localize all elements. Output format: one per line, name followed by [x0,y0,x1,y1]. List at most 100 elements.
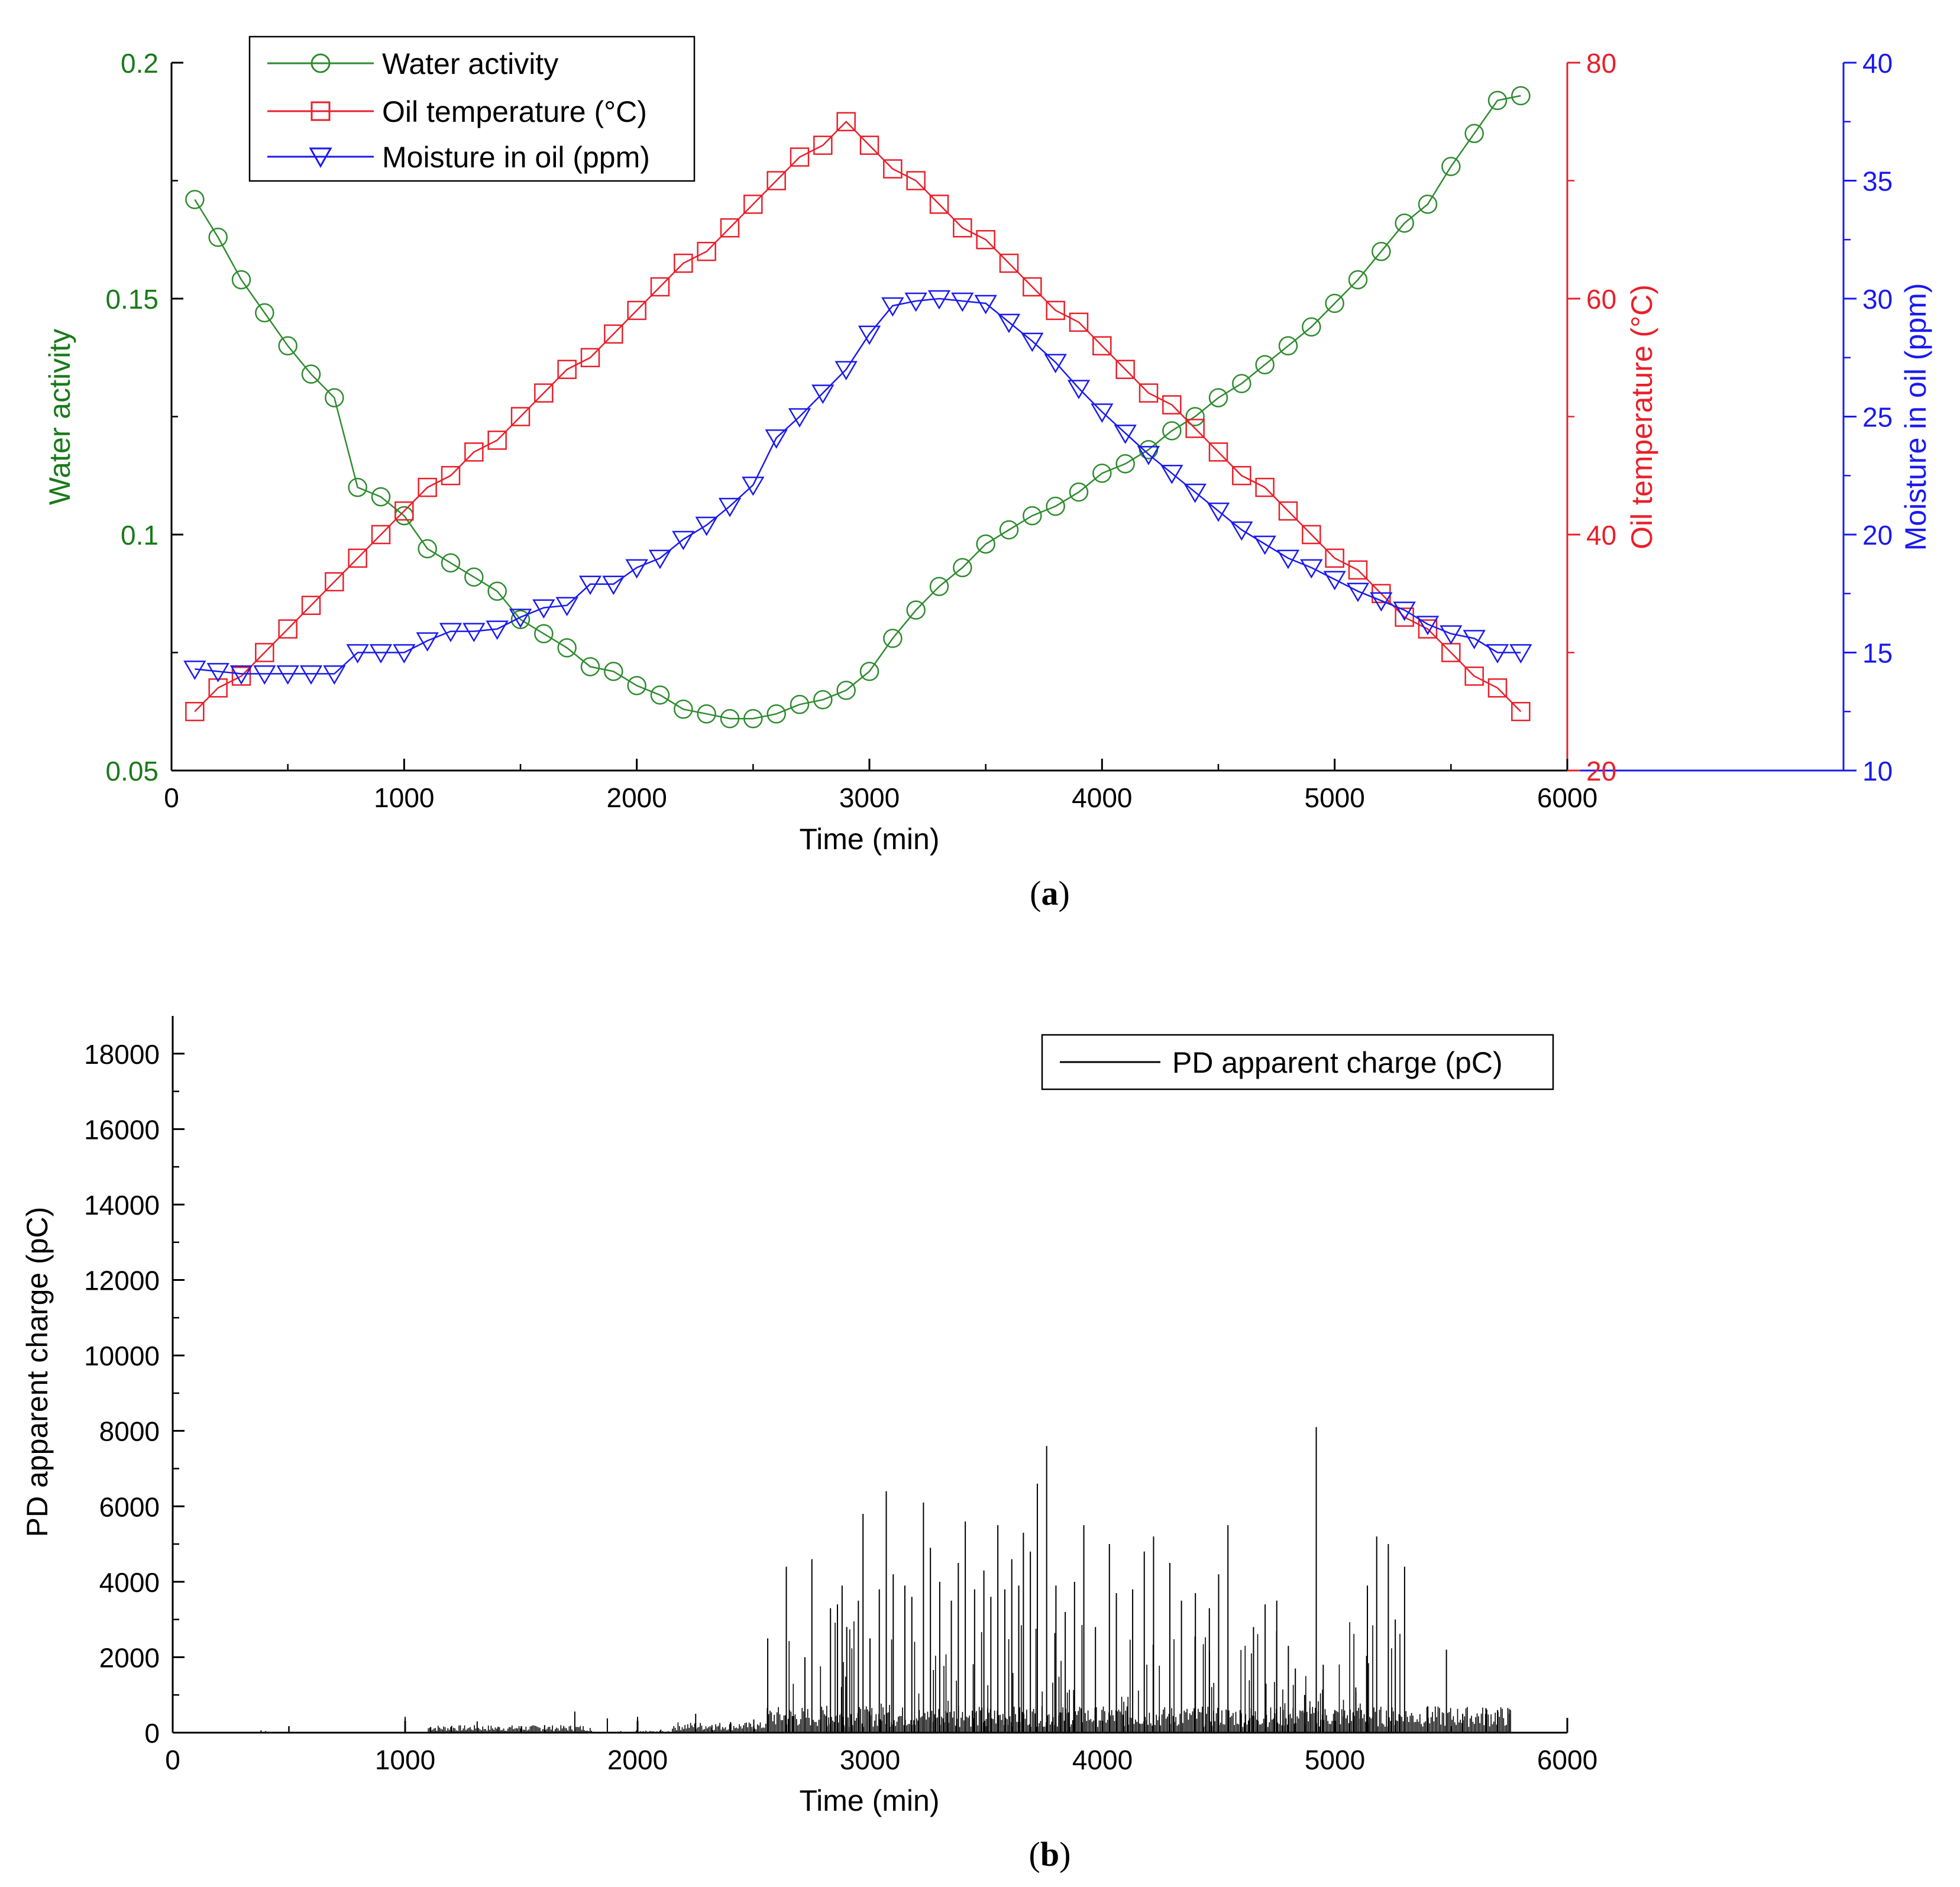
a-point-triangle [346,644,369,663]
a-legend-marker-triangle [309,147,332,169]
a-xtick-label: 0 [164,782,179,813]
a-point-triangle [1183,483,1207,503]
a-point-triangle [206,663,229,682]
a-point-triangle [369,644,393,663]
b-legend: PD apparent charge (pC) [1041,1034,1554,1090]
a-xtick-label: 6000 [1537,782,1597,813]
a-point-triangle [183,661,206,680]
a-point-square [1185,419,1205,438]
a-point-triangle [1416,616,1440,636]
a-point-circle [1255,355,1275,374]
a-point-circle [906,600,926,620]
a-point-circle [371,487,391,507]
a-point-triangle [1230,521,1253,541]
a-point-triangle [555,597,578,617]
a-right1-tick-label: 80 [1586,48,1616,79]
a-point-square [418,477,437,497]
a-point-square [1046,300,1065,321]
a-right1-tick-label: 60 [1586,284,1616,315]
a-right2-tick-label: 20 [1862,520,1893,551]
a-point-circle [720,708,740,729]
a-point-triangle [1044,354,1067,374]
b-ytick-label: 4000 [99,1567,160,1598]
a-point-circle [627,676,646,695]
a-point-square [859,135,879,155]
a-point-triangle [951,292,974,312]
a-point-triangle [765,429,788,449]
a-point-circle [534,624,554,643]
b-xtick-label: 2000 [607,1744,668,1775]
a-point-circle [976,534,995,554]
a-point-triangle [811,384,835,404]
a-point-triangle [1440,625,1463,645]
a-point-square [1464,666,1484,686]
a-point-triangle [835,361,858,381]
a-point-circle [790,695,810,714]
a-point-square [1302,525,1321,545]
a-point-triangle [1253,535,1276,555]
b-ytick-label: 12000 [84,1265,160,1296]
a-point-square [1208,442,1228,462]
a-point-circle [1325,293,1344,313]
a-series-circle [185,86,1531,729]
a-series-triangle-down [183,290,1532,685]
a-point-triangle [602,575,625,595]
a-point-circle [1511,86,1531,106]
b-xtick-label: 1000 [375,1744,435,1775]
a-point-square [255,643,274,662]
b-ylabel: PD apparent charge (pC) [21,1207,54,1538]
a-point-circle [1278,336,1298,356]
a-point-square [1023,277,1042,297]
a-point-circle [510,610,531,629]
a-point-circle [1395,213,1414,233]
a-point-square [766,171,786,190]
a-point-triangle [1091,403,1114,423]
a-point-circle [813,690,833,710]
a-point-circle [999,520,1019,540]
a-point-square [720,218,740,238]
b-ytick-label: 14000 [84,1190,160,1221]
a-point-square [1115,360,1135,379]
a-point-square [1139,383,1159,403]
b-legend-label: PD apparent charge (pC) [1172,1046,1503,1079]
a-point-circle [325,388,344,407]
a-point-square [301,595,321,615]
a-xtick-label: 5000 [1304,782,1364,813]
a-point-circle [557,638,577,658]
a-point-triangle [393,644,416,663]
a-legend-label-moisture: Moisture in oil (ppm) [382,141,650,174]
b-series-group [260,1427,1511,1733]
a-point-square [371,525,391,545]
a-point-triangle [904,292,927,312]
a-point-circle [1208,388,1228,407]
a-right1-ticks: 20 40 60 80 [1567,48,1616,786]
a-left-ylabel: Water activity [43,329,76,505]
a-point-triangle [648,549,672,569]
b-ytick-label: 6000 [99,1491,160,1522]
a-point-square [487,431,507,450]
a-point-triangle [229,665,253,685]
a-point-circle [604,662,623,681]
a-point-square [1255,477,1275,497]
a-point-square [697,241,716,261]
a-point-square [674,253,693,273]
panel-label-a: (a) [1030,874,1070,912]
a-point-square [743,195,763,214]
a-right2-ylabel: Moisture in oil (ppm) [1899,283,1932,551]
a-point-square [1511,702,1531,721]
a-point-circle [1302,317,1321,337]
a-right1-tick-label: 40 [1586,520,1616,551]
a-point-circle [953,558,972,578]
a-legend: Water activity Oil temperature (°C) Mois… [248,35,696,182]
a-right2-tick-label: 40 [1862,48,1893,79]
a-series-group [183,86,1532,729]
a-point-circle [1185,407,1205,426]
a-legend-marker-square [311,101,331,121]
a-right1-ylabel: Oil temperature (°C) [1625,284,1658,549]
b-xtick-label: 4000 [1072,1744,1133,1775]
a-point-circle [185,190,205,209]
a-series-line [194,95,1521,720]
a-point-square [1069,312,1089,332]
a-point-circle [464,567,484,587]
b-x-ticks: 0 1000 2000 3000 4000 5000 6000 [165,1721,1597,1775]
